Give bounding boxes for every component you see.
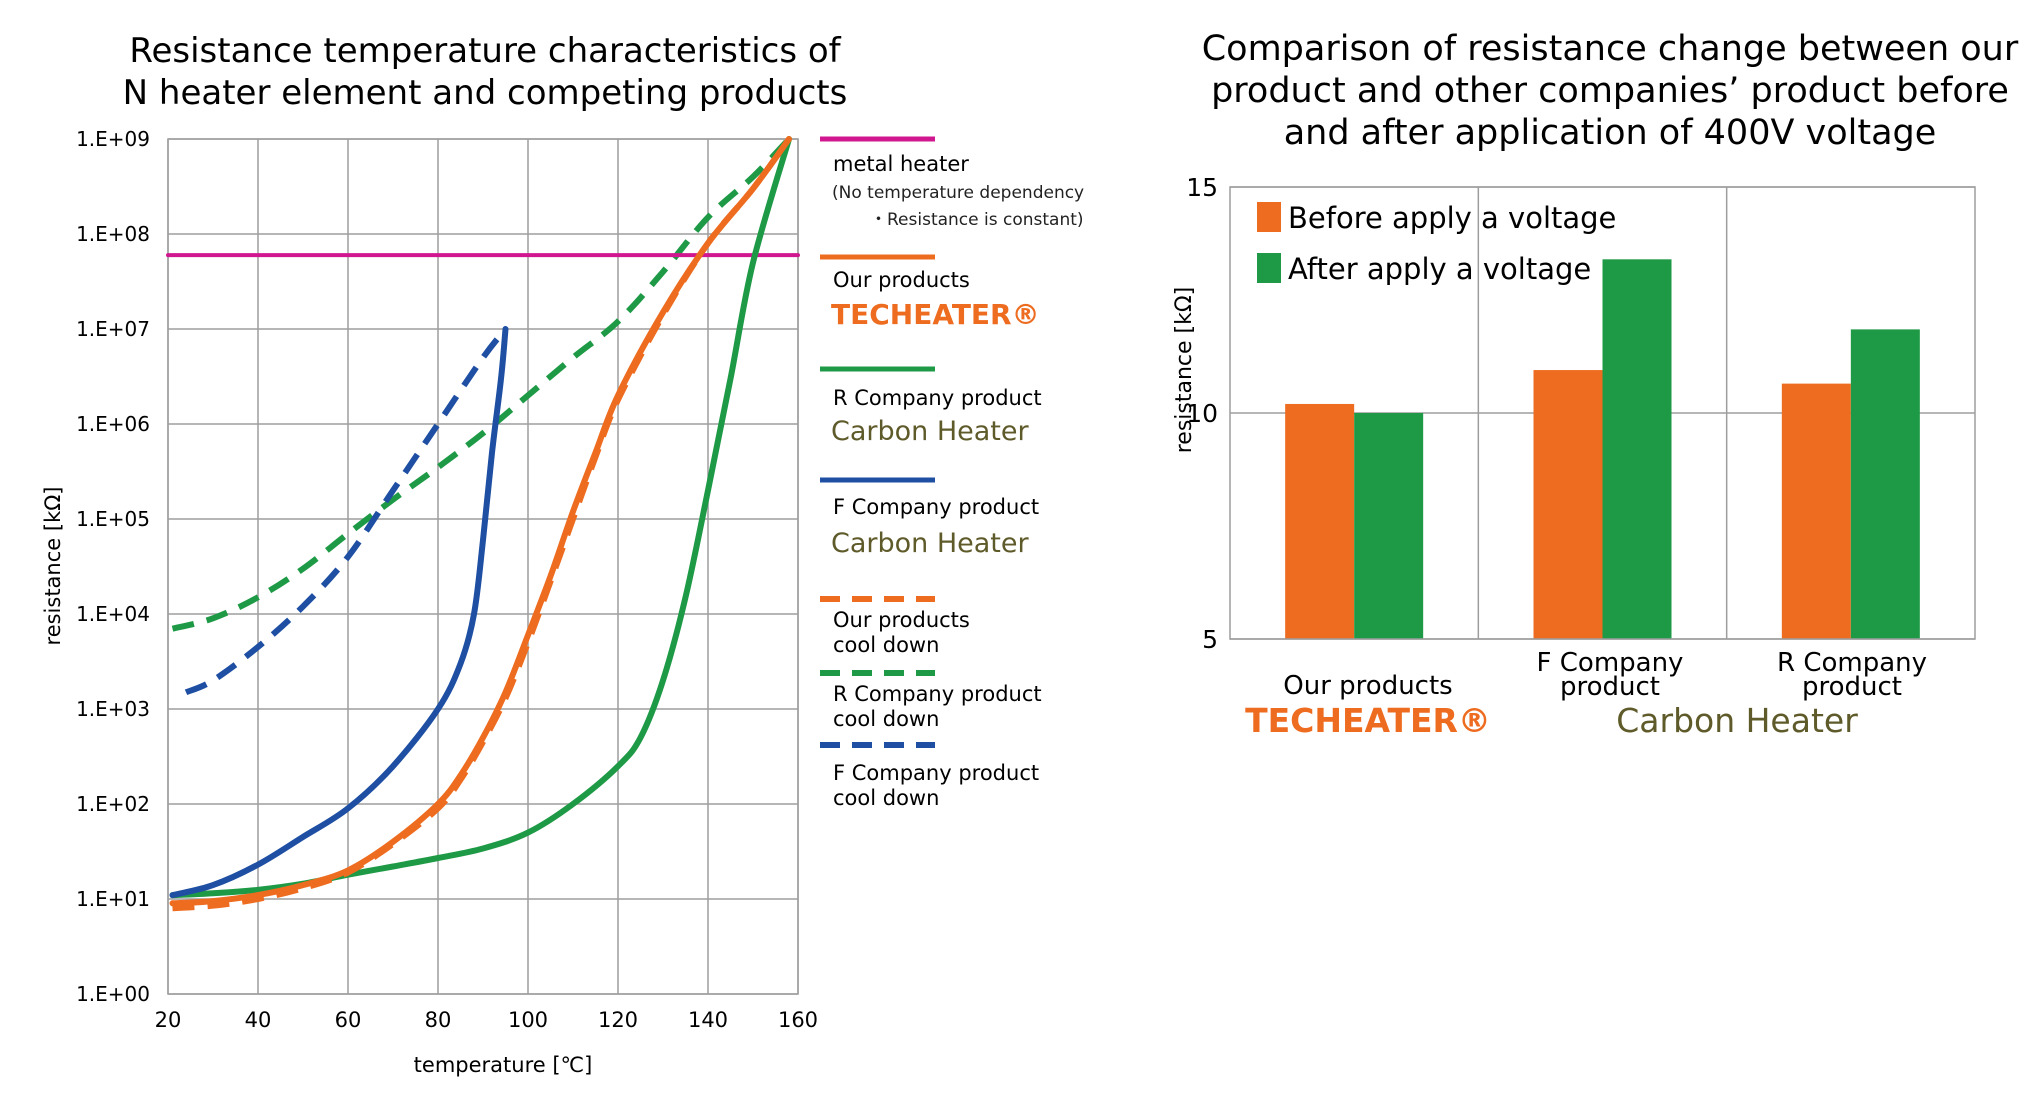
bar-legend-swatch-before: [1257, 202, 1281, 232]
bar-legend-label-after: After apply a voltage: [1288, 252, 1591, 286]
legend-label-r: R Company product: [833, 386, 1042, 410]
line-series-ours-cool: [172, 137, 792, 912]
line-chart-plot-frame: [167, 138, 799, 995]
category-brand-techeater: TECHEATER®: [1245, 701, 1491, 740]
bar-chart-category-labels: Our products TECHEATER® F Company produc…: [1245, 648, 1927, 740]
bar-chart-y-tick-labels: 5 10 15: [1186, 173, 1218, 654]
bar-chart-title-line-1: Comparison of resistance change between …: [1202, 29, 2019, 69]
bar-chart-legend: Before apply a voltage After apply a vol…: [1257, 201, 1616, 286]
line-chart-y-tick-label: 1.E+03: [76, 697, 150, 721]
bar-legend-swatch-after: [1257, 253, 1281, 283]
line-series-r-cool: [171, 136, 792, 632]
bar-chart-y-tick-label: 5: [1202, 625, 1218, 654]
line-chart-title-line-2: N heater element and competing products: [123, 73, 848, 113]
legend-label-r-cool-line-1: R Company product: [833, 682, 1042, 706]
bar-chart-plot-frame: [1229, 186, 1976, 640]
category-label-r-line-2: product: [1802, 672, 1902, 702]
line-chart-y-tick-label: 1.E+09: [76, 127, 150, 151]
line-chart-y-tick-label: 1.E+01: [76, 887, 150, 911]
line-chart-y-tick-label: 1.E+00: [76, 982, 150, 1006]
legend-label-metal: metal heater: [833, 152, 969, 176]
bar-after-0: [1354, 413, 1424, 639]
legend-label-r-cool-line-2: cool down: [833, 707, 939, 731]
legend-label-f-cool-line-2: cool down: [833, 786, 939, 810]
bar-legend-label-before: Before apply a voltage: [1288, 201, 1616, 235]
legend-label-ours: Our products: [833, 268, 970, 292]
legend-label-f-cool-line-1: F Company product: [833, 761, 1039, 785]
line-chart-x-tick-label: 80: [425, 1008, 452, 1032]
line-chart-x-tick-label: 60: [335, 1008, 362, 1032]
category-group-brand-carbon-heater: Carbon Heater: [1616, 701, 1858, 740]
bar-chart: Comparison of resistance change between …: [1172, 29, 2019, 740]
legend-note-metal-line-2: ・Resistance is constant): [870, 210, 1084, 230]
bar-chart-y-tick-label: 15: [1186, 173, 1218, 202]
category-label-f-line-1: F Company: [1537, 648, 1684, 678]
line-chart-x-axis-label: temperature [℃]: [414, 1053, 593, 1077]
line-chart-y-tick-label: 1.E+06: [76, 412, 150, 436]
bar-before-0: [1285, 403, 1355, 639]
line-chart-x-tick-label: 160: [778, 1008, 818, 1032]
bar-before-2: [1781, 383, 1851, 639]
line-chart-y-axis-label: resistance [kΩ]: [41, 487, 65, 646]
line-chart-y-tick-labels: 1.E+00 1.E+01 1.E+02 1.E+03 1.E+04 1.E+05 1.E+…: [76, 127, 150, 1006]
line-chart-y-tick-label: 1.E+04: [76, 602, 150, 626]
line-chart-y-tick-label: 1.E+05: [76, 507, 150, 531]
legend-note-metal-line-1: (No temperature dependency: [832, 183, 1084, 203]
legend-label-ours-cool-line-1: Our products: [833, 608, 970, 632]
line-chart-x-tick-label: 100: [508, 1008, 548, 1032]
bar-chart-title-line-3: and after application of 400V voltage: [1284, 113, 1937, 153]
line-series-f-cool: [184, 327, 508, 696]
legend-label-f: F Company product: [833, 495, 1039, 519]
bar-chart-title-line-2: product and other companies’ product bef…: [1211, 71, 2009, 111]
line-chart-x-tick-label: 120: [598, 1008, 638, 1032]
bar-after-2: [1850, 329, 1920, 639]
line-series-f: [169, 326, 509, 899]
line-chart-x-tick-label: 40: [245, 1008, 272, 1032]
bar-chart-y-tick-label: 10: [1186, 399, 1218, 428]
line-chart-y-tick-label: 1.E+07: [76, 317, 150, 341]
line-chart-legend: metal heater (No temperature dependency …: [820, 136, 1084, 810]
line-chart-x-tick-label: 140: [688, 1008, 728, 1032]
category-label-ours: Our products: [1283, 671, 1452, 701]
category-label-r-line-1: R Company: [1777, 648, 1927, 678]
legend-brand-techeater: TECHEATER®: [831, 298, 1040, 331]
line-chart: Resistance temperature characteristics o…: [41, 31, 1084, 1077]
line-chart-x-tick-label: 20: [155, 1008, 182, 1032]
line-chart-title-line-1: Resistance temperature characteristics o…: [129, 31, 841, 71]
legend-brand-f-carbon: Carbon Heater: [831, 528, 1030, 559]
line-chart-x-tick-labels: 20 40 60 80 100 120 140 160: [155, 1008, 818, 1032]
legend-brand-r-carbon: Carbon Heater: [831, 416, 1030, 447]
line-series-r: [169, 136, 792, 899]
line-chart-y-tick-label: 1.E+02: [76, 792, 150, 816]
line-chart-series: [166, 136, 800, 912]
bar-chart-bars: [1285, 259, 1920, 639]
line-chart-y-tick-label: 1.E+08: [76, 222, 150, 246]
legend-label-ours-cool-line-2: cool down: [833, 633, 939, 657]
bar-before-1: [1533, 370, 1603, 639]
bar-chart-y-axis-label: resistance [kΩ]: [1172, 287, 1197, 454]
category-label-f-line-2: product: [1560, 672, 1660, 702]
bar-after-1: [1602, 259, 1672, 639]
